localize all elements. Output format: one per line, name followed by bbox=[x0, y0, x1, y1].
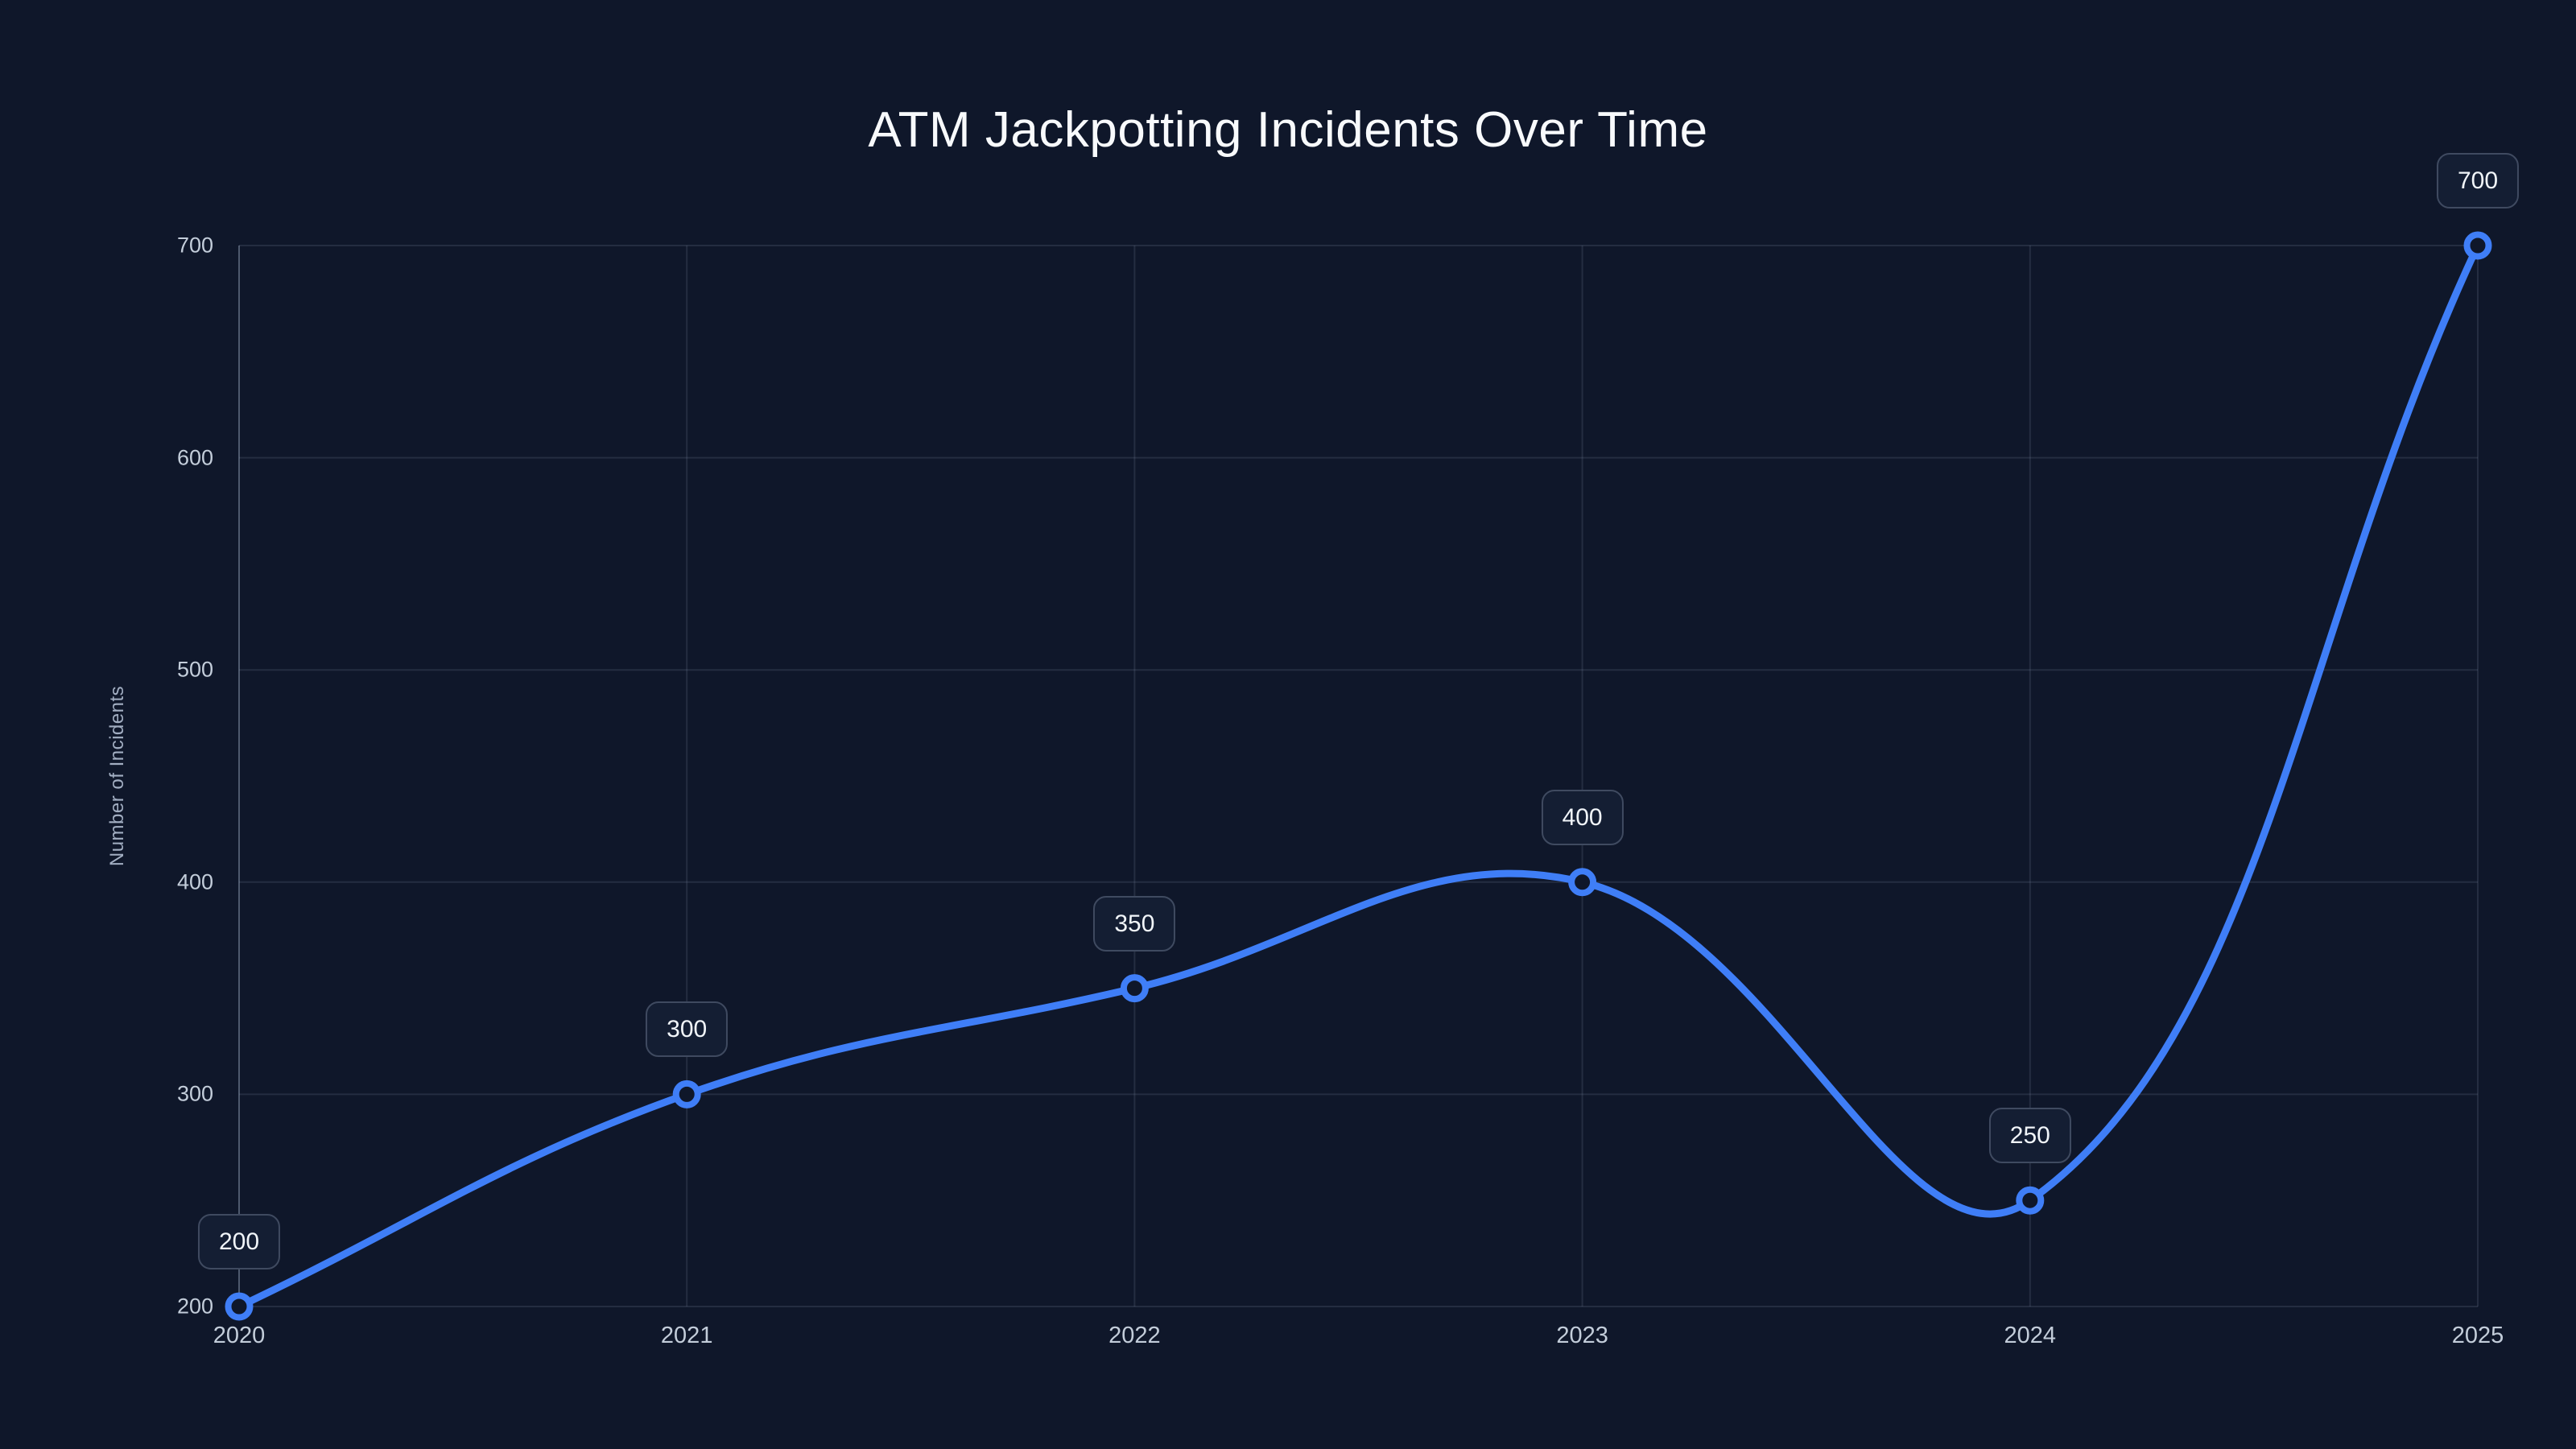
data-point-marker-2023[interactable] bbox=[1568, 868, 1597, 897]
data-point-marker-2024[interactable] bbox=[2016, 1186, 2045, 1215]
x-tick-label-2025: 2025 bbox=[2451, 1323, 2504, 1348]
point-value-label-2022: 350 bbox=[1093, 895, 1176, 952]
point-value-label-2023: 400 bbox=[1541, 789, 1624, 845]
point-value-label-2020: 200 bbox=[197, 1214, 281, 1269]
data-point-marker-2020[interactable] bbox=[225, 1292, 254, 1321]
y-tick-label-600: 600 bbox=[176, 445, 213, 470]
data-point-marker-2021[interactable] bbox=[672, 1080, 701, 1108]
y-tick-label-700: 700 bbox=[176, 233, 213, 258]
y-tick-label-400: 400 bbox=[176, 869, 213, 894]
point-value-label-2021: 300 bbox=[646, 1001, 729, 1058]
x-tick-label-2023: 2023 bbox=[1556, 1323, 1608, 1348]
data-point-marker-2025[interactable] bbox=[2463, 231, 2492, 260]
y-tick-label-500: 500 bbox=[176, 657, 213, 682]
chart-title: ATM Jackpotting Incidents Over Time bbox=[868, 102, 1708, 158]
y-tick-label-300: 300 bbox=[176, 1081, 213, 1106]
x-tick-label-2020: 2020 bbox=[213, 1323, 266, 1348]
data-series-line bbox=[235, 242, 2482, 1311]
x-tick-label-2024: 2024 bbox=[2004, 1323, 2057, 1348]
point-value-label-2024: 250 bbox=[1988, 1108, 2071, 1164]
y-tick-label-200: 200 bbox=[176, 1294, 213, 1319]
x-tick-label-2022: 2022 bbox=[1108, 1323, 1161, 1348]
data-point-marker-2022[interactable] bbox=[1120, 974, 1149, 1003]
point-value-label-2025: 700 bbox=[2436, 153, 2520, 208]
x-tick-label-2021: 2021 bbox=[660, 1323, 713, 1348]
